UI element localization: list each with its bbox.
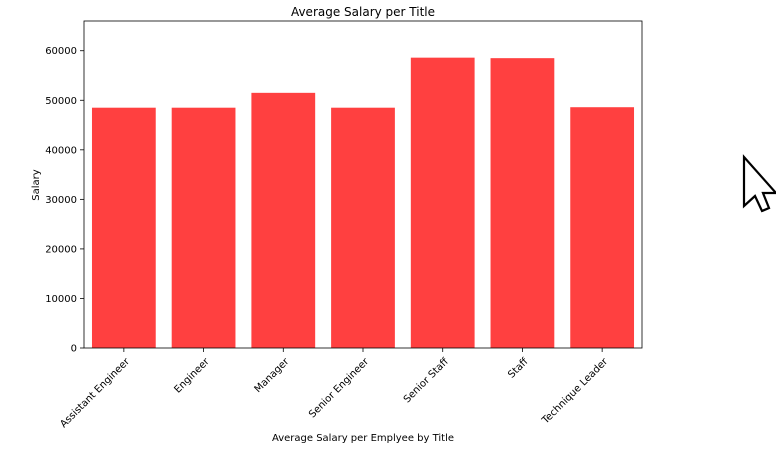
- bar: [410, 57, 475, 348]
- plot-area: 0 10000 20000 30000 40000 50000 60000 Assistant…: [45, 20, 643, 430]
- y-tick-label: 30000: [45, 195, 77, 206]
- x-tick-label: Technique Leader: [540, 356, 611, 427]
- bar: [91, 107, 156, 348]
- y-tick-label: 60000: [45, 46, 77, 57]
- y-tick-label: 0: [71, 344, 77, 355]
- mouse-pointer-icon: [742, 154, 776, 214]
- y-tick-label: 50000: [45, 96, 77, 107]
- bar: [331, 107, 395, 348]
- bar: [570, 107, 635, 349]
- bar: [171, 107, 236, 348]
- x-tick-label: Staff: [506, 356, 531, 381]
- x-tick-label: Manager: [253, 356, 292, 395]
- y-axis-label: Salary: [31, 169, 42, 200]
- y-tick-label: 40000: [45, 145, 77, 156]
- x-tick-label: Assistant Engineer: [58, 356, 132, 430]
- chart-title: Average Salary per Title: [291, 5, 435, 19]
- x-tick-label: Senior Staff: [402, 356, 452, 406]
- x-axis-label: Average Salary per Emplyee by Title: [272, 433, 454, 444]
- y-tick-label: 20000: [45, 244, 77, 255]
- x-tick-label: Senior Engineer: [307, 356, 372, 421]
- y-tick-label: 10000: [45, 294, 77, 305]
- bar: [251, 92, 316, 348]
- x-tick-label: Engineer: [172, 356, 212, 396]
- bar: [490, 58, 555, 348]
